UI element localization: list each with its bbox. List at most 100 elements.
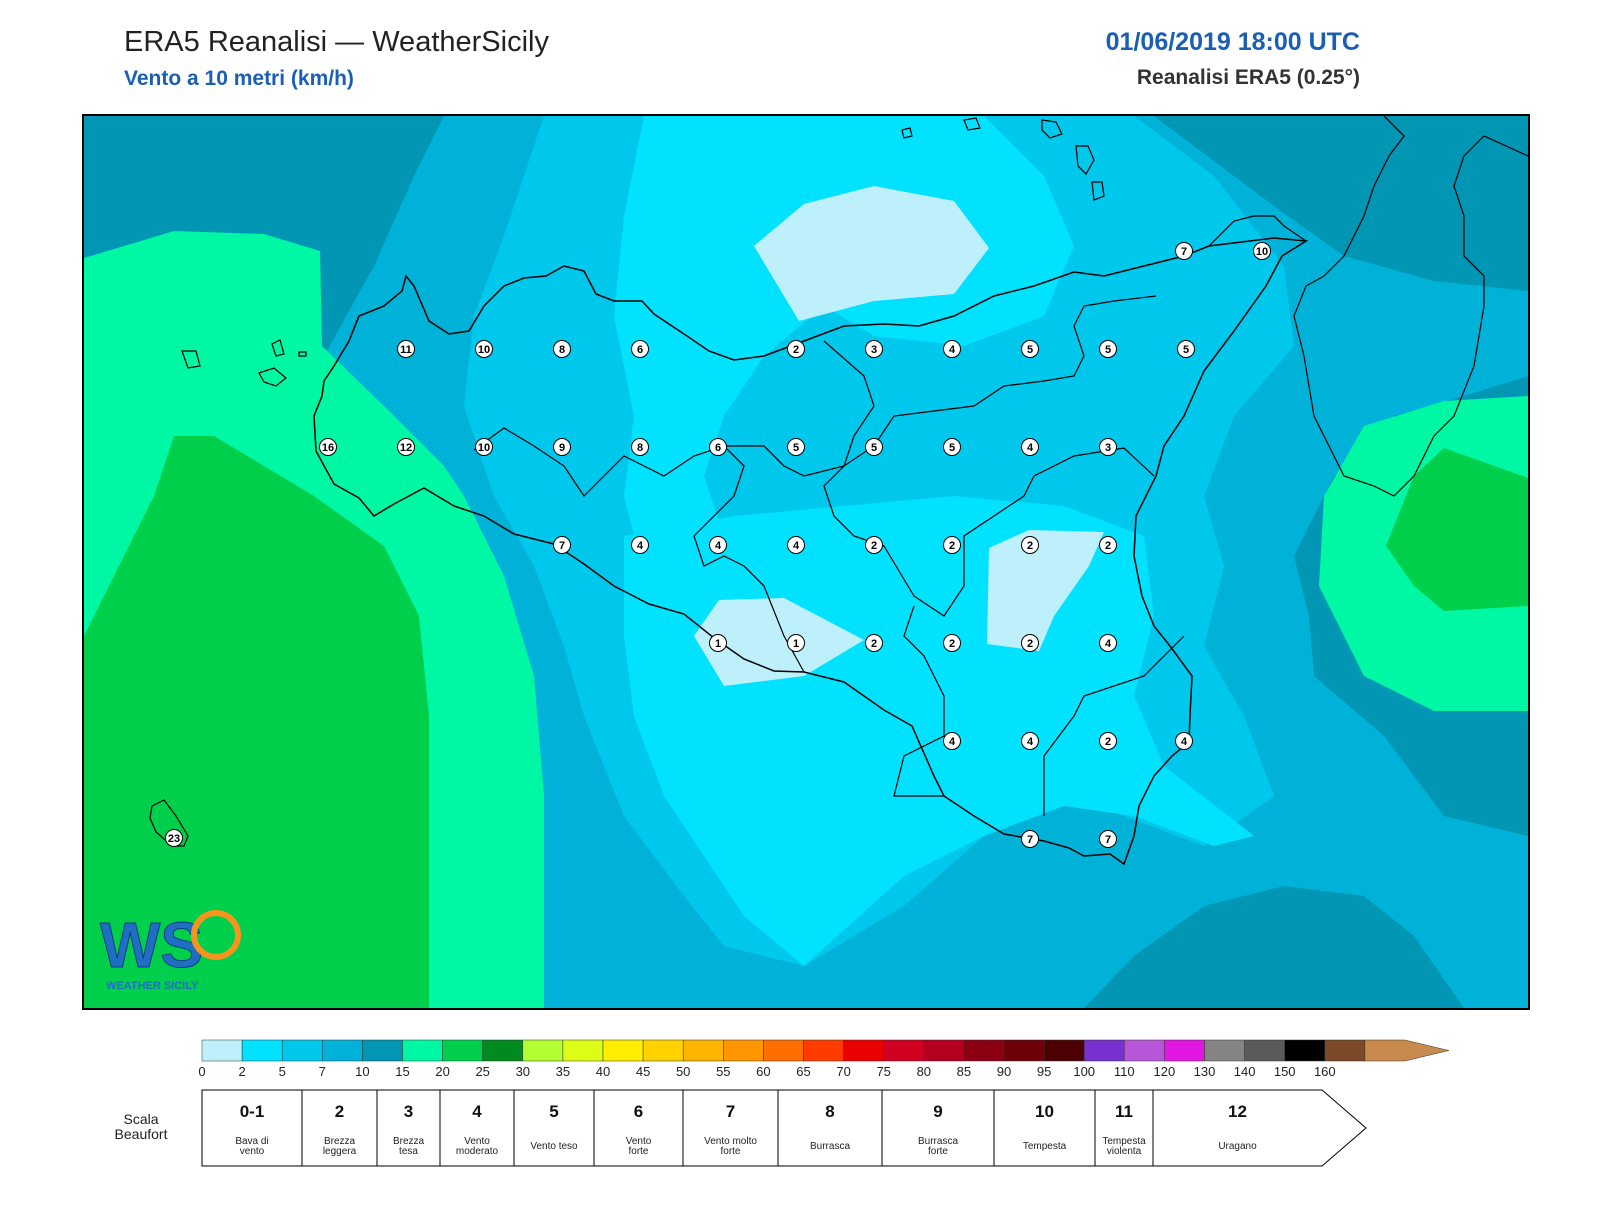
wind-marker: 3 [865, 340, 883, 358]
pantelleria-island [149, 799, 189, 847]
wind-marker-circle [1099, 732, 1117, 750]
wind-marker-circle [553, 536, 571, 554]
wind-map[interactable]: 7 10 11 10 8 6 2 3 4 5 5 5 16 12 10 9 8 6 5 5 5 4 3 7 4 4 4 2 2 2 2 1 1 2… [82, 114, 1530, 1010]
wind-marker-value: 1 [793, 638, 799, 650]
wind-marker-circle [709, 438, 727, 456]
wind-marker-value: 12 [400, 442, 412, 454]
beaufort-force-number: 8 [825, 1102, 834, 1121]
colorbar-tick-label: 95 [1037, 1064, 1051, 1079]
logo-lettering: WS [100, 909, 203, 981]
wind-marker-value: 2 [871, 638, 877, 650]
wind-marker: 1 [709, 634, 727, 652]
colorbar-swatch [362, 1039, 403, 1062]
wind-marker: 8 [631, 438, 649, 456]
colorbar-ticks: 0 2 5 7 10 15 20 25 30 35 40 45 50 55 60 65 70 75 80 85 90 95… [198, 1064, 1335, 1079]
wind-marker-value: 2 [949, 638, 955, 650]
wind-marker-circle [787, 340, 805, 358]
colorbar-swatch [843, 1039, 884, 1062]
wind-marker: 2 [1021, 634, 1039, 652]
beaufort-force-desc: Uragano [1218, 1141, 1257, 1152]
colorbar-tick-label: 70 [836, 1064, 850, 1079]
beaufort-force-desc: moderato [456, 1146, 499, 1157]
calm-patch-north [754, 186, 989, 321]
wind-marker: 10 [475, 438, 493, 456]
colorbar-tick-label: 80 [917, 1064, 931, 1079]
beaufort-force-number: 9 [933, 1102, 942, 1121]
wind-marker-circle [475, 340, 493, 358]
wind-marker-circle [1099, 340, 1117, 358]
wind-marker-value: 4 [715, 540, 722, 552]
wind-marker: 2 [865, 634, 883, 652]
wind-marker: 4 [1021, 732, 1039, 750]
wind-marker: 7 [1099, 830, 1117, 848]
wind-marker-circle [1099, 634, 1117, 652]
beaufort-force-desc: Brezza [324, 1136, 356, 1147]
wind-marker-value: 2 [1027, 540, 1033, 552]
wind-marker: 4 [1021, 438, 1039, 456]
wind-marker-value: 5 [1183, 344, 1189, 356]
contour-20-25-east [1386, 448, 1528, 611]
wind-marker-circle [1099, 830, 1117, 848]
wind-marker: 5 [1177, 340, 1195, 358]
wind-marker: 1 [787, 634, 805, 652]
colorbar-swatch [522, 1039, 564, 1062]
wind-marker-value: 9 [559, 442, 565, 454]
colorbar-swatch [963, 1039, 1005, 1062]
wind-marker-circle [865, 438, 883, 456]
beaufort-force-number: 3 [404, 1102, 413, 1121]
beaufort-force-number: 10 [1035, 1102, 1054, 1121]
beaufort-outline [201, 1089, 1367, 1167]
wind-marker: 10 [1253, 242, 1271, 260]
wind-marker-circle [1175, 242, 1193, 260]
wind-marker-value: 7 [1181, 246, 1187, 258]
calabria-coastline [1293, 116, 1528, 497]
colorbar-tick-label: 120 [1154, 1064, 1176, 1079]
wind-marker-circle [865, 634, 883, 652]
wind-marker-circle [1021, 830, 1039, 848]
beaufort-force-desc: Burrasca [918, 1136, 958, 1147]
wind-marker: 5 [865, 438, 883, 456]
colorbar-tick-label: 90 [997, 1064, 1011, 1079]
colorbar-tick-label: 0 [198, 1064, 205, 1079]
wind-marker-value: 4 [1181, 736, 1188, 748]
colorbar-swatch [562, 1039, 604, 1062]
colorbar [201, 1039, 1449, 1062]
wind-marker-value: 6 [637, 344, 643, 356]
wind-marker: 7 [553, 536, 571, 554]
wind-marker-circle [1021, 438, 1039, 456]
wind-marker-circle [943, 732, 961, 750]
wind-marker-circle [943, 536, 961, 554]
wind-marker-value: 5 [1105, 344, 1111, 356]
colorbar-arrow [1364, 1039, 1449, 1062]
wind-marker-value: 4 [1027, 736, 1034, 748]
wind-marker: 2 [943, 634, 961, 652]
legend-area: 0 2 5 7 10 15 20 25 30 35 40 45 50 55 60 65 70 75 80 85 90 95… [0, 1030, 1600, 1200]
calm-patch-south [694, 598, 864, 686]
wind-marker-circle [475, 438, 493, 456]
beaufort-force-number: 2 [335, 1102, 344, 1121]
colorbar-tick-label: 60 [756, 1064, 770, 1079]
colorbar-tick-label: 110 [1114, 1064, 1135, 1079]
aeolian-islands [901, 117, 1105, 201]
wind-marker-value: 2 [871, 540, 877, 552]
wind-marker-circle [787, 438, 805, 456]
colorbar-swatch [1083, 1039, 1125, 1062]
sicily-coastline [313, 237, 1309, 866]
beaufort-force-desc: leggera [323, 1146, 357, 1157]
wind-marker-circle [943, 340, 961, 358]
map-title: ERA5 Reanalisi — WeatherSicily [124, 26, 549, 58]
wind-marker: 3 [1099, 438, 1117, 456]
colorbar-swatch [763, 1039, 804, 1062]
beaufort-force-desc: forte [720, 1146, 740, 1157]
wind-marker: 12 [397, 438, 415, 456]
beaufort-force-desc: Bava di [235, 1136, 268, 1147]
wind-marker-value: 11 [400, 344, 412, 356]
wind-marker: 2 [1099, 732, 1117, 750]
wind-marker-value: 8 [637, 442, 643, 454]
weathersicily-logo: WS WEATHER SICILY [100, 909, 241, 992]
map-datetime: 01/06/2019 18:00 UTC [1105, 28, 1360, 56]
wind-marker-circle [1021, 536, 1039, 554]
colorbar-swatch [281, 1039, 323, 1062]
wind-marker: 23 [165, 829, 183, 847]
wind-marker: 2 [787, 340, 805, 358]
